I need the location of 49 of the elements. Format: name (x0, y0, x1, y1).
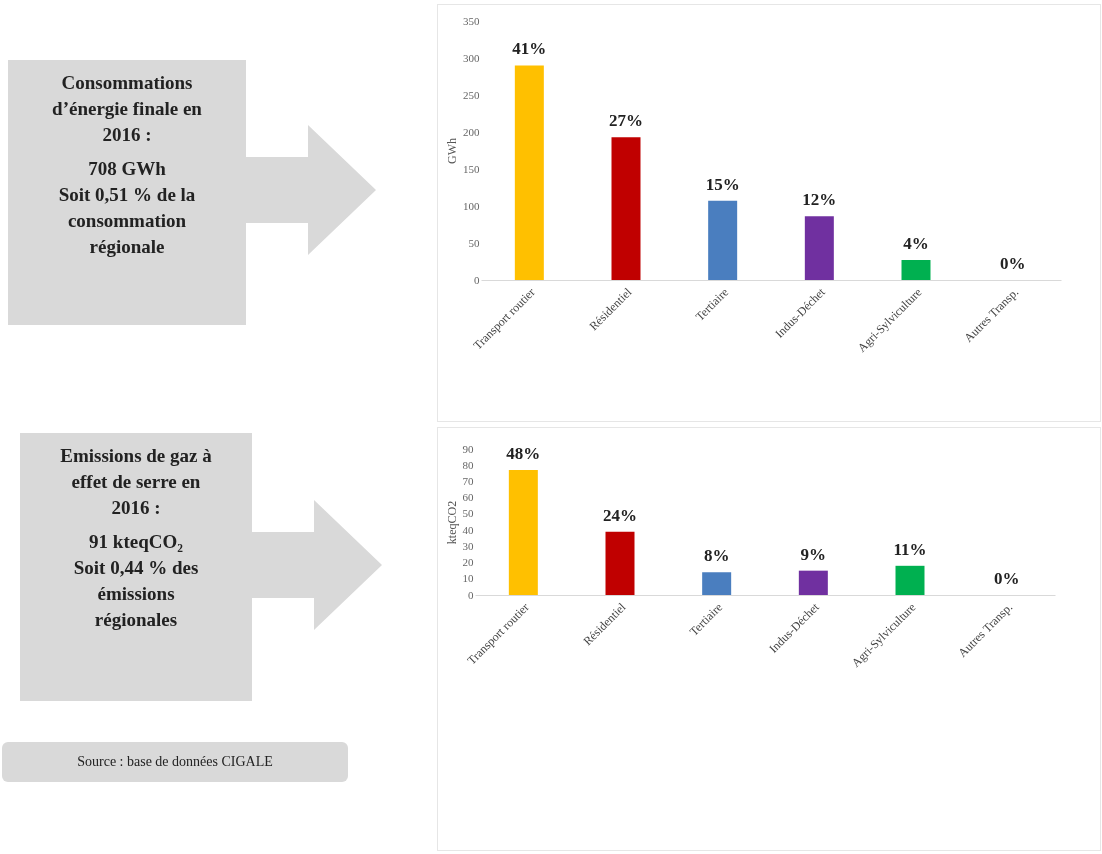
bar (508, 470, 538, 595)
y-tick-label: 150 (463, 162, 480, 175)
y-tick-label: 30 (462, 539, 474, 552)
y-tick-label: 10 (462, 572, 474, 585)
bar (702, 572, 732, 595)
annotation: 15% (705, 174, 740, 194)
bar (611, 137, 641, 280)
source-note: Source : base de données CIGALE (2, 742, 348, 782)
y-tick-label: 350 (463, 14, 480, 27)
annotation: 9% (800, 544, 827, 564)
annotation: 48% (506, 444, 541, 464)
y-tick-label: 250 (463, 88, 480, 101)
y-axis-title: GWh (445, 138, 459, 164)
y-tick-label: 0 (468, 588, 474, 601)
y-tick-label: 60 (462, 491, 474, 504)
y-tick-label: 0 (474, 273, 480, 286)
annotation: 27% (609, 111, 643, 131)
text: Consommations d’énergie finale en 2016 : (51, 71, 203, 147)
y-tick-label: 100 (463, 199, 480, 212)
annotation: 0% (999, 254, 1026, 273)
annotation: 12% (802, 190, 837, 210)
y-axis-title: kteqCO2 (444, 500, 459, 545)
bar (514, 65, 544, 280)
text: Soit 0,44 % des émissions régionales (72, 556, 200, 632)
text: Soit 0,51 % de la consommation régionale (57, 183, 197, 259)
y-tick-label: 40 (462, 523, 474, 536)
y-tick-label: 50 (462, 507, 474, 520)
annotation: 0% (993, 569, 1020, 588)
bar (804, 216, 834, 280)
annotation: 41% (512, 39, 547, 59)
annotation: 8% (703, 546, 730, 566)
annotation: 11% (893, 539, 927, 559)
bar (605, 531, 635, 595)
y-tick-label: 20 (462, 556, 474, 569)
bar (798, 570, 828, 595)
y-tick-label: 200 (463, 125, 480, 138)
text: Emissions de gaz à effet de serre en 2016 : (59, 444, 213, 520)
y-tick-label: 80 (462, 458, 474, 471)
bar (901, 260, 931, 280)
text: 708 GWh (87, 157, 167, 181)
y-tick-label: 300 (463, 51, 480, 64)
annotation: 24% (603, 505, 637, 525)
y-tick-label: 50 (468, 236, 480, 249)
bar (895, 565, 925, 595)
y-tick-label: 70 (462, 474, 474, 487)
annotation: 4% (903, 234, 929, 254)
y-tick-label: 90 (462, 442, 474, 455)
bar (708, 200, 738, 280)
text: 91 kteqCO₂ (88, 530, 184, 554)
